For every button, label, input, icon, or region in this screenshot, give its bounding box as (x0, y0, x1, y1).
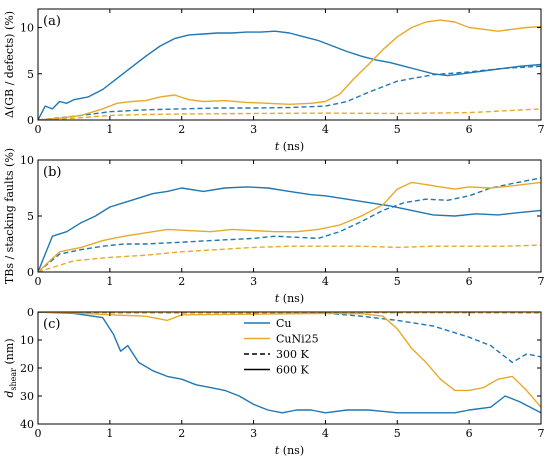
legend-label: 600 K (276, 364, 309, 377)
x-tick-label: 6 (466, 123, 473, 136)
series-cu-600k (38, 312, 541, 414)
x-tick-label: 5 (394, 427, 401, 440)
y-tick-label: 0 (27, 114, 34, 127)
panel-b: 0 1 2 3 4 5 6 7 0 5 10 (b) t (ns) TBs / stacking faul… (3, 148, 545, 305)
panel-label: (b) (43, 165, 61, 180)
x-axis-label: t (ns) (275, 444, 304, 457)
x-tick-label: 0 (35, 123, 42, 136)
x-tick-label: 1 (106, 427, 113, 440)
series-group (38, 312, 541, 414)
series-cuni25-600k (38, 312, 541, 408)
x-tick-label: 7 (538, 123, 545, 136)
x-tick-label: 5 (394, 123, 401, 136)
x-tick-label: 0 (35, 427, 42, 440)
y-tick-label: 10 (20, 154, 34, 167)
x-tick-label: 4 (322, 275, 329, 288)
x-tick-label: 6 (466, 427, 473, 440)
x-tick-label: 5 (394, 275, 401, 288)
y-axis-unit: (nm) (3, 338, 16, 368)
x-axis-unit: (ns) (279, 444, 304, 457)
series-cu-300k (38, 177, 541, 272)
series-cuni25-300k (38, 244, 541, 272)
panel-c: 0 1 2 3 4 5 6 7 0 10 20 30 40 (c) t (ns) dshear (nm) (3, 306, 545, 457)
plot-frame (37, 159, 542, 273)
y-tick-label: 5 (27, 68, 34, 81)
x-tick-label: 7 (538, 427, 545, 440)
series-cuni25-300k (38, 108, 541, 120)
y-tick-label: 20 (20, 362, 34, 375)
plot-frame (37, 8, 542, 121)
legend: Cu CuNi25 300 K 600 K (244, 317, 319, 377)
x-axis-var: t (275, 444, 280, 457)
series-cuni25-300k (38, 312, 541, 314)
x-tick-label: 1 (106, 123, 113, 136)
x-axis-var: t (275, 292, 280, 305)
series-group (38, 19, 541, 120)
series-cu-600k (38, 30, 541, 120)
legend-label: CuNi25 (276, 333, 319, 346)
series-cuni25-600k (38, 181, 541, 272)
x-tick-label: 2 (178, 123, 185, 136)
x-tick-label: 7 (538, 275, 545, 288)
x-tick-label: 6 (466, 275, 473, 288)
y-axis-var: d (3, 391, 16, 398)
x-tick-label: 3 (250, 275, 257, 288)
x-axis-var: t (275, 140, 280, 153)
y-tick-label: 0 (27, 266, 34, 279)
x-tick-label: 3 (250, 123, 257, 136)
x-axis-label: t (ns) (275, 140, 304, 153)
panel-label: (a) (43, 14, 61, 29)
y-tick-label: 40 (20, 418, 34, 431)
x-axis-unit: (ns) (279, 292, 304, 305)
series-cu-300k (38, 312, 541, 364)
panel-a: 0 1 2 3 4 5 6 7 0 5 10 (a) t (ns) Δ(GB / defects) (%) (3, 8, 545, 153)
series-cuni25-600k (38, 19, 541, 120)
y-axis-label: TBs / stacking faults (%) (3, 148, 16, 284)
y-tick-label: 10 (20, 334, 34, 347)
x-tick-label: 1 (106, 275, 113, 288)
series-cu-600k (38, 186, 541, 272)
x-axis-unit: (ns) (279, 140, 304, 153)
x-tick-label: 2 (178, 275, 185, 288)
y-tick-label: 30 (20, 390, 34, 403)
y-axis-sub: shear (9, 368, 18, 391)
x-tick-label: 2 (178, 427, 185, 440)
y-tick-label: 0 (27, 306, 34, 319)
x-tick-label: 4 (322, 427, 329, 440)
series-group (38, 177, 541, 272)
y-axis-label: dshear (nm) (3, 338, 18, 397)
y-tick-label: 10 (20, 22, 34, 35)
x-tick-label: 3 (250, 427, 257, 440)
panel-label: (c) (43, 317, 60, 332)
x-tick-label: 4 (322, 123, 329, 136)
legend-label: Cu (276, 317, 292, 330)
series-cu-300k (38, 65, 541, 120)
y-axis-label: Δ(GB / defects) (%) (3, 11, 16, 118)
legend-label: 300 K (276, 348, 309, 361)
x-axis-label: t (ns) (275, 292, 304, 305)
x-tick-label: 0 (35, 275, 42, 288)
y-tick-label: 5 (27, 210, 34, 223)
